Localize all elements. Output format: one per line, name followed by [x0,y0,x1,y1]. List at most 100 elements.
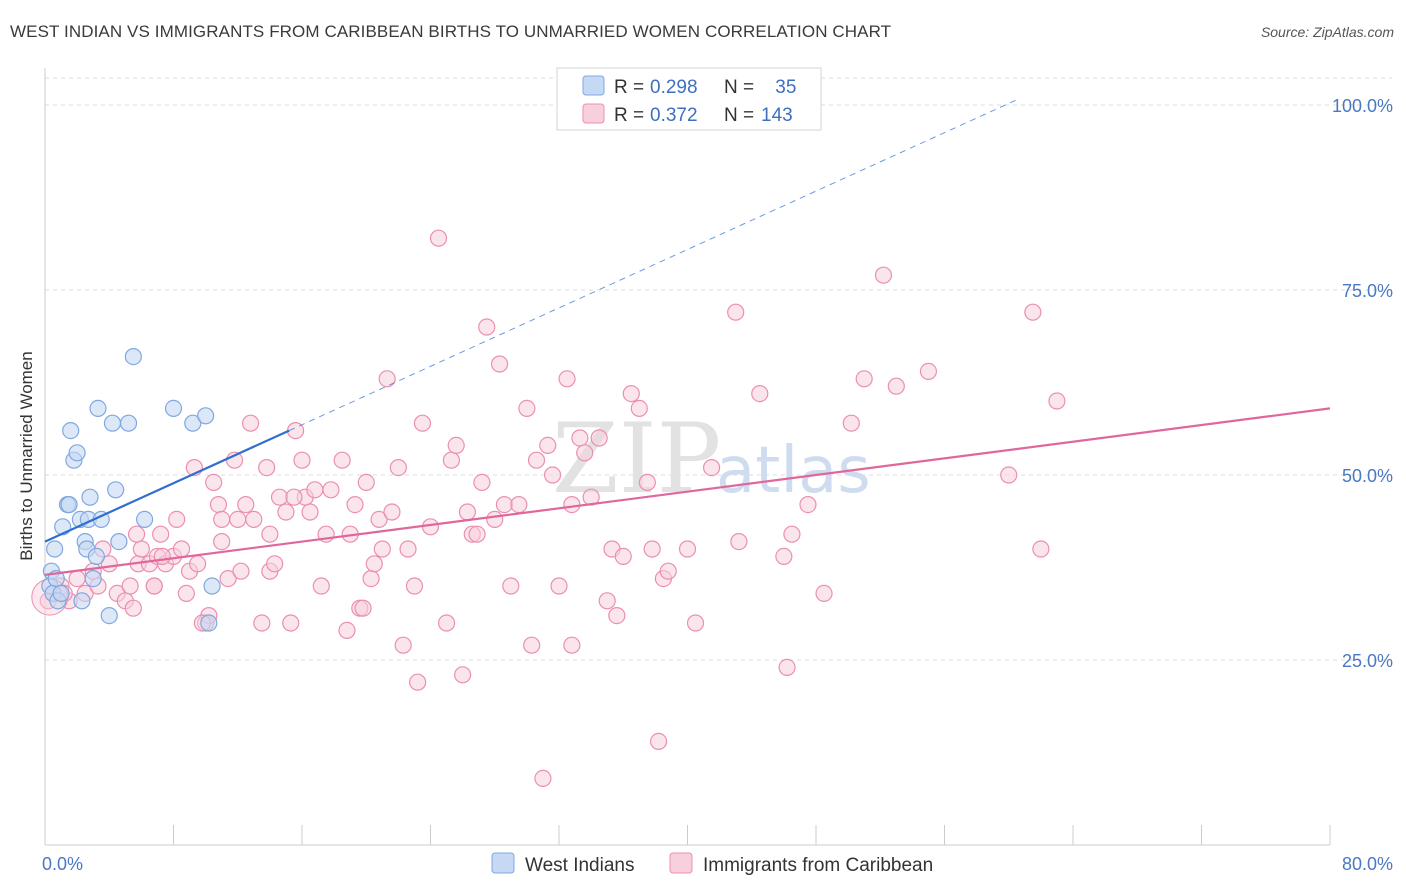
stats-legend: R = 0.298 N = 35 R = 0.372 N = 143 [556,67,822,131]
caribbean-point-119 [775,547,793,566]
west-indian-point-12 [68,444,86,462]
caribbean-point-23 [172,540,191,558]
trend-lines [44,99,1331,576]
series-legend-swatch-caribbean [669,852,693,874]
west-indian-point-20 [87,547,106,566]
caribbean-point-140 [261,525,279,543]
caribbean-point-13 [124,599,142,617]
caribbean-point-27 [188,555,207,573]
caribbean-point-22 [168,510,186,529]
caribbean-point-60 [357,473,375,491]
caribbean-point-48 [293,451,311,469]
caribbean-point-79 [458,503,477,521]
west-indian-point-9 [60,496,78,514]
series-legend: West Indians Immigrants from Caribbean [491,852,933,876]
legend-n-label-2: N = [724,105,754,126]
caribbean-point-81 [468,525,486,543]
caribbean-point-120 [778,658,796,677]
caribbean-point-90 [523,636,541,654]
caribbean-point-32 [213,532,231,551]
caribbean-point-110 [649,732,668,751]
caribbean-point-93 [539,436,557,454]
caribbean-point-97 [563,496,581,514]
caribbean-point-41 [258,459,276,477]
caribbean-point-40 [253,614,271,632]
caribbean-point-19 [152,525,170,543]
west-indian-point-34 [89,399,107,417]
caribbean-point-128 [919,362,938,380]
caribbean-point-58 [346,496,364,514]
legend-swatch-blue [582,75,605,96]
caribbean-point-139 [563,636,581,654]
caribbean-point-4 [68,569,86,588]
caribbean-point-83 [478,318,496,336]
caribbean-point-135 [145,577,163,595]
caribbean-point-78 [454,666,472,684]
caribbean-point-109 [643,540,661,558]
caribbean-point-132 [1048,392,1066,410]
west-indian-point-25 [110,532,128,551]
caribbean-point-89 [518,399,536,417]
legend-r-value-2: 0.372 [650,105,698,126]
caribbean-point-124 [842,414,860,432]
legend-swatch-pink [582,103,605,124]
west-indian-trend-extension [288,99,1017,432]
caribbean-point-92 [534,769,552,788]
caribbean-point-64 [373,540,391,558]
west-indian-trend-line [44,429,290,543]
caribbean-point-134 [285,488,303,506]
west-indian-point-30 [184,414,202,432]
west-indian-point-33 [203,577,221,595]
caribbean-point-75 [437,614,456,632]
x-tick-label-0: 0.0% [42,854,83,874]
caribbean-point-72 [413,414,432,432]
west-indian-point-31 [197,407,215,425]
west-indian-point-14 [73,592,91,610]
caribbean-point-121 [783,525,801,543]
caribbean-point-116 [727,303,745,321]
caribbean-point-35 [229,510,247,529]
caribbean-point-61 [362,569,380,588]
west-indian-point-18 [81,488,99,506]
caribbean-point-130 [1024,303,1042,321]
caribbean-point-88 [510,496,528,514]
caribbean-point-129 [1000,466,1018,484]
y-tick-label-0: 25.0% [1342,651,1393,671]
caribbean-point-82 [473,473,491,491]
caribbean-point-126 [874,266,893,284]
caribbean-point-108 [638,473,656,491]
caribbean-point-113 [678,540,697,558]
west-indian-point-19 [84,569,102,588]
caribbean-point-62 [365,555,383,573]
caribbean-point-115 [702,459,721,477]
caribbean-point-68 [394,636,412,654]
caribbean-point-77 [447,436,465,454]
west-indian-point-29 [164,399,183,417]
legend-r-value-1: 0.298 [650,77,698,98]
caribbean-point-46 [282,614,300,632]
caribbean-point-105 [614,547,632,566]
caribbean-point-98 [571,429,589,447]
caribbean-point-39 [245,510,263,529]
west-indian-points [41,348,221,632]
caribbean-point-106 [622,385,640,403]
west-indian-point-10 [62,422,80,440]
caribbean-trend-line [44,407,1331,576]
legend-r-label-2: R = [614,105,644,126]
caribbean-point-44 [270,488,289,506]
west-indian-point-22 [100,606,118,625]
caribbean-point-112 [659,562,677,580]
west-indian-point-27 [124,348,142,366]
caribbean-points [31,229,1066,788]
x-tick-label-1: 80.0% [1342,854,1393,874]
watermark: ZIP atlas [552,403,871,515]
caribbean-point-51 [306,481,324,499]
caribbean-point-76 [442,451,460,469]
legend-n-value-1: 35 [770,77,796,98]
caribbean-point-138 [354,599,372,617]
caribbean-point-73 [421,518,440,536]
caribbean-point-137 [127,525,146,543]
y-tick-label-1: 50.0% [1342,466,1393,486]
caribbean-point-125 [855,370,873,388]
caribbean-point-101 [590,429,608,447]
